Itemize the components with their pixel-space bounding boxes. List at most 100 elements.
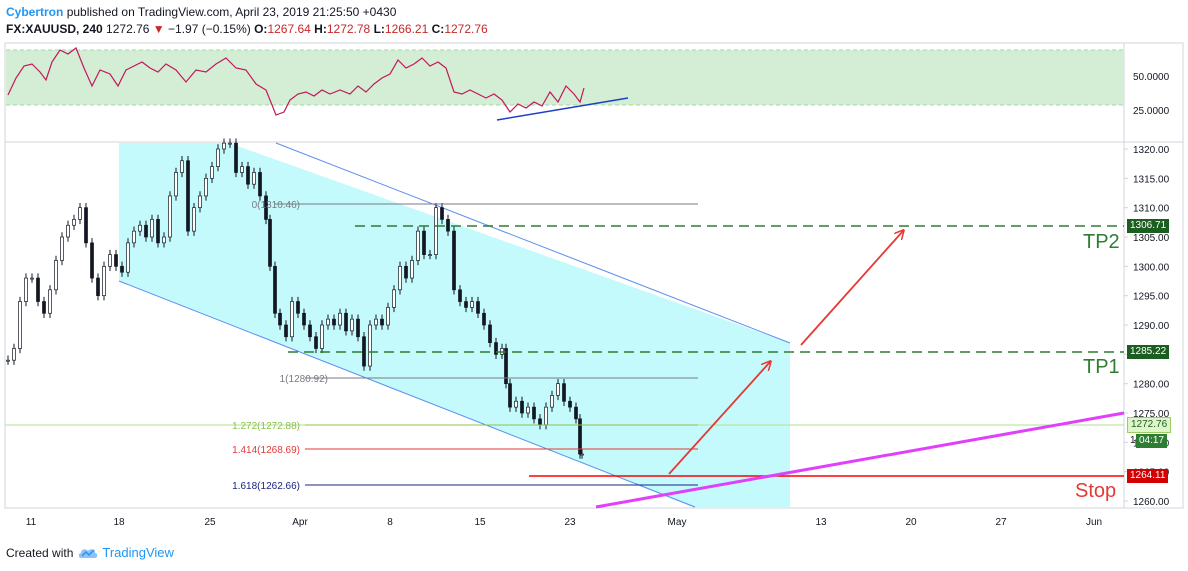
fib-level-label: 1.272(1272.88) bbox=[232, 421, 300, 432]
time-tick-label: 20 bbox=[905, 517, 917, 528]
chart-publish-header: Cybertron published on TradingView.com, … bbox=[6, 4, 396, 20]
high-value: 1272.78 bbox=[326, 22, 371, 36]
candle-body bbox=[84, 207, 88, 244]
price-tick-label: 1275.00 bbox=[1133, 409, 1170, 420]
close-label: C: bbox=[431, 22, 445, 36]
candle-body bbox=[186, 160, 190, 232]
candle-body bbox=[428, 254, 432, 256]
candle-body bbox=[344, 312, 348, 332]
candle-body bbox=[368, 324, 372, 367]
time-tick-label: 27 bbox=[995, 517, 1007, 528]
time-tick-label: Apr bbox=[292, 517, 308, 528]
candle-body bbox=[532, 406, 536, 420]
published-text: published on TradingView.com, April 23, … bbox=[66, 5, 397, 19]
time-axis[interactable]: 11 18 25 Apr 8 15 23 May 13 20 27 Jun bbox=[26, 517, 1102, 528]
axis-partial-label: 1 bbox=[1130, 435, 1136, 446]
time-tick-label: 11 bbox=[26, 517, 37, 528]
candle-body bbox=[150, 219, 154, 238]
candle-body bbox=[362, 336, 366, 367]
tradingview-logo[interactable]: TradingView bbox=[77, 545, 174, 561]
channel-lower-line[interactable] bbox=[118, 280, 696, 508]
candle-body bbox=[440, 207, 444, 220]
candle-body bbox=[550, 395, 554, 408]
candle-body bbox=[568, 400, 572, 408]
rsi-trendline[interactable] bbox=[496, 97, 629, 121]
candle-body bbox=[96, 277, 100, 297]
candle-body bbox=[174, 172, 178, 197]
candle-body bbox=[404, 265, 408, 279]
candle-body bbox=[514, 400, 518, 408]
candle-body bbox=[216, 148, 220, 167]
candle-body bbox=[78, 207, 82, 220]
candle-body bbox=[520, 400, 524, 414]
price-tick-label: 1300.00 bbox=[1133, 262, 1170, 273]
time-tick-label: 23 bbox=[564, 517, 576, 528]
current-price-tag: 1272.76 bbox=[1127, 417, 1172, 433]
candle-body bbox=[446, 219, 450, 232]
candle-body bbox=[120, 265, 124, 273]
candle-body bbox=[392, 289, 396, 308]
candle-body bbox=[180, 160, 184, 173]
candle-body bbox=[18, 301, 22, 349]
time-tick-label: 8 bbox=[387, 517, 393, 528]
candle-body bbox=[374, 318, 378, 326]
candle-body bbox=[574, 406, 578, 420]
price-axis[interactable]: 1320.00 1315.00 1310.00 1305.00 1300.00 1295.… bbox=[1124, 145, 1170, 508]
rsi-tick-label: 50.0000 bbox=[1133, 72, 1170, 83]
arrow-to-tp2[interactable] bbox=[800, 231, 903, 346]
candle-body bbox=[192, 207, 196, 232]
author-name[interactable]: Cybertron bbox=[6, 5, 64, 19]
candle-body bbox=[556, 383, 560, 396]
candle-body bbox=[156, 219, 160, 244]
tp1-label[interactable]: TP1 bbox=[1083, 356, 1120, 378]
candle-body bbox=[72, 219, 76, 226]
candle-body bbox=[42, 301, 46, 314]
arrow-to-tp1[interactable] bbox=[668, 362, 770, 475]
chart-frame bbox=[4, 42, 1184, 509]
last-price: 1272.76 bbox=[106, 22, 150, 36]
rsi-line-group bbox=[7, 47, 585, 116]
channel-fill bbox=[119, 143, 790, 508]
candle-body bbox=[410, 260, 414, 279]
candle-body bbox=[144, 224, 148, 238]
stop-label[interactable]: Stop bbox=[1075, 480, 1117, 502]
tradingview-cloud-icon bbox=[79, 549, 98, 558]
down-arrow-icon: ▼ bbox=[152, 22, 165, 36]
candle-body bbox=[470, 301, 474, 308]
candle-body bbox=[228, 142, 232, 145]
candle-body bbox=[482, 312, 486, 326]
candle-body bbox=[264, 195, 268, 220]
bar-countdown-timer: 04:17 bbox=[1136, 434, 1168, 448]
candle-body bbox=[258, 172, 262, 197]
symbol-label[interactable]: FX:XAUUSD, 240 bbox=[6, 22, 103, 36]
tp2-label[interactable]: TP2 bbox=[1083, 231, 1120, 253]
candle-body bbox=[452, 230, 456, 291]
candle-body bbox=[320, 324, 324, 349]
candle-body bbox=[268, 219, 272, 267]
price-tick-label: 1310.00 bbox=[1133, 204, 1170, 215]
support-trendline[interactable] bbox=[595, 411, 1125, 509]
time-tick-label: 18 bbox=[113, 517, 125, 528]
candle-body bbox=[302, 312, 306, 326]
price-tick-label: 1320.00 bbox=[1133, 145, 1170, 156]
channel-upper-line[interactable] bbox=[275, 142, 791, 344]
tradingview-brand: TradingView bbox=[102, 545, 174, 560]
candle-body bbox=[222, 142, 226, 150]
candle-body bbox=[434, 207, 438, 255]
footer-credit: Created with TradingView bbox=[6, 545, 174, 561]
candle-body bbox=[24, 277, 28, 302]
tp1-price-tag: 1285.22 bbox=[1127, 345, 1170, 359]
rsi-axis: 50.0000 25.0000 bbox=[1133, 72, 1170, 117]
fib-level-label: 1.414(1268.69) bbox=[232, 445, 300, 456]
candle-body bbox=[338, 312, 342, 326]
price-tick-label: 1280.00 bbox=[1133, 380, 1170, 391]
candle-body bbox=[562, 383, 566, 402]
fib-labels: 0(1310.46) 1(1280.92) 1.272(1272.88) 1.414(… bbox=[232, 200, 328, 492]
candle-body bbox=[102, 265, 106, 297]
candle-body bbox=[36, 277, 40, 302]
candle-body bbox=[504, 348, 508, 385]
candle-body bbox=[12, 348, 16, 361]
candle-body bbox=[284, 324, 288, 338]
high-label: H: bbox=[314, 22, 327, 36]
